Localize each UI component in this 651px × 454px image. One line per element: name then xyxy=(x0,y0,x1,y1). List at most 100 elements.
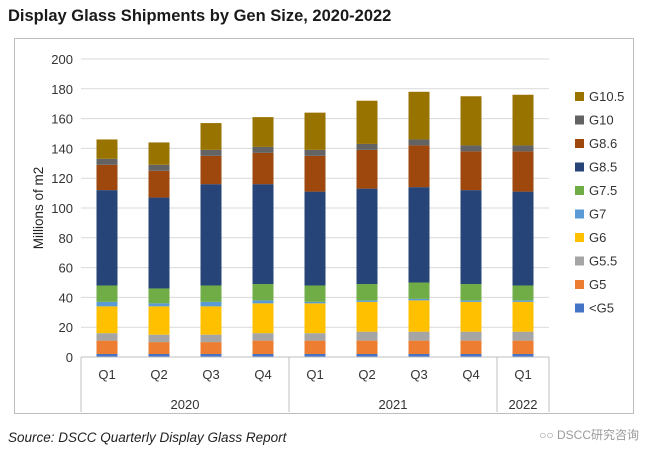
bar-segment xyxy=(200,301,222,307)
bar-segment xyxy=(304,354,326,357)
legend-swatch xyxy=(575,256,584,266)
legend-label: G5 xyxy=(589,277,606,292)
bar-segment xyxy=(252,333,274,341)
bar-segment xyxy=(252,300,274,304)
bar-segment xyxy=(148,354,170,357)
wechat-icon: ○○ xyxy=(539,428,557,442)
x-tick-label: Q4 xyxy=(254,367,271,382)
bar-segment xyxy=(252,340,274,355)
y-tick-label: 200 xyxy=(51,52,73,67)
bar-segment xyxy=(200,155,222,185)
bar-segment xyxy=(96,340,118,355)
bar-segment xyxy=(512,340,534,355)
bar-segment xyxy=(356,331,378,341)
bar-segment xyxy=(200,342,222,355)
bar-segment xyxy=(200,285,222,302)
bar-segment xyxy=(304,340,326,355)
bar-segment xyxy=(304,301,326,304)
bar-segment xyxy=(148,342,170,355)
legend-label: G7.5 xyxy=(589,183,617,198)
bar-segment xyxy=(460,300,482,302)
bar-segment xyxy=(96,306,118,334)
bar-segment xyxy=(408,340,430,355)
bar-segment xyxy=(408,145,430,188)
legend-label: G8.5 xyxy=(589,160,617,175)
bar-segment xyxy=(356,283,378,301)
bar-segment xyxy=(148,303,170,307)
bar-segment xyxy=(512,94,534,146)
bar-segment xyxy=(200,123,222,150)
bar-segment xyxy=(460,354,482,357)
legend-label: G5.5 xyxy=(589,254,617,269)
bar-segment xyxy=(304,303,326,334)
bar-segment xyxy=(408,331,430,341)
bar-segment xyxy=(200,334,222,343)
bar-segment xyxy=(304,333,326,341)
bar-segment xyxy=(96,354,118,357)
bar-segment xyxy=(512,191,534,286)
bar-segment xyxy=(356,100,378,144)
bar-segment xyxy=(460,331,482,341)
y-tick-label: 0 xyxy=(66,350,73,365)
x-tick-label: Q1 xyxy=(514,367,531,382)
bar-segment xyxy=(148,164,170,171)
bar-segment xyxy=(356,354,378,357)
bar-segment xyxy=(460,145,482,152)
bar-segment xyxy=(148,170,170,198)
bar-segment xyxy=(356,149,378,189)
bar-segment xyxy=(460,283,482,301)
bar-segment xyxy=(460,301,482,332)
bar-segment xyxy=(252,152,274,185)
bar-segment xyxy=(512,300,534,302)
bar-segment xyxy=(460,96,482,146)
legend-swatch xyxy=(575,92,584,101)
bar-segment xyxy=(148,306,170,335)
bar-segment xyxy=(408,91,430,140)
bar-segment xyxy=(96,139,118,159)
bar-segment xyxy=(304,285,326,302)
source-note: Source: DSCC Quarterly Display Glass Rep… xyxy=(8,430,287,445)
bar-segment xyxy=(148,142,170,165)
watermark-text: DSCC研究咨询 xyxy=(556,428,639,442)
bar-segment xyxy=(200,306,222,335)
legend-swatch xyxy=(575,115,584,125)
bar-segment xyxy=(252,184,274,284)
bar-segment xyxy=(408,282,430,299)
group-label: 2021 xyxy=(379,397,408,412)
legend-label: G10 xyxy=(589,113,614,128)
x-tick-label: Q1 xyxy=(306,367,323,382)
legend-swatch xyxy=(575,303,584,313)
bar-segment xyxy=(356,143,378,150)
chart-title: Display Glass Shipments by Gen Size, 202… xyxy=(8,7,392,25)
bar-segment xyxy=(408,354,430,357)
bar-segment xyxy=(96,190,118,286)
y-tick-label: 60 xyxy=(59,261,73,276)
x-tick-label: Q2 xyxy=(150,367,167,382)
y-tick-label: 20 xyxy=(59,320,73,335)
bar-segment xyxy=(96,285,118,302)
bar-segment xyxy=(304,112,326,150)
legend-swatch xyxy=(575,209,584,219)
bar-segment xyxy=(356,340,378,355)
bar-segment xyxy=(96,333,118,341)
bar-segment xyxy=(148,197,170,289)
bar-segment xyxy=(96,158,118,165)
bar-segment xyxy=(408,300,430,332)
chart-frame: 0 20 40 60 80 100 120 140 160 180 200 Millions of m… xyxy=(14,38,634,414)
legend-label: G7 xyxy=(589,207,606,222)
bar-segment xyxy=(200,149,222,156)
bar-segment xyxy=(200,354,222,357)
legend-swatch xyxy=(575,280,584,289)
bar-segment xyxy=(512,354,534,357)
y-tick-label: 140 xyxy=(51,141,73,156)
bar-segment xyxy=(460,151,482,191)
bar-segment xyxy=(96,164,118,191)
bar-segment xyxy=(148,334,170,343)
y-tick-label: 40 xyxy=(59,290,73,305)
bar-segment xyxy=(252,354,274,357)
x-tick-label: Q4 xyxy=(462,367,479,382)
group-label: 2020 xyxy=(171,397,200,412)
bar-segment xyxy=(408,187,430,283)
bar-segment xyxy=(252,117,274,147)
legend-label: G8.6 xyxy=(589,136,617,151)
